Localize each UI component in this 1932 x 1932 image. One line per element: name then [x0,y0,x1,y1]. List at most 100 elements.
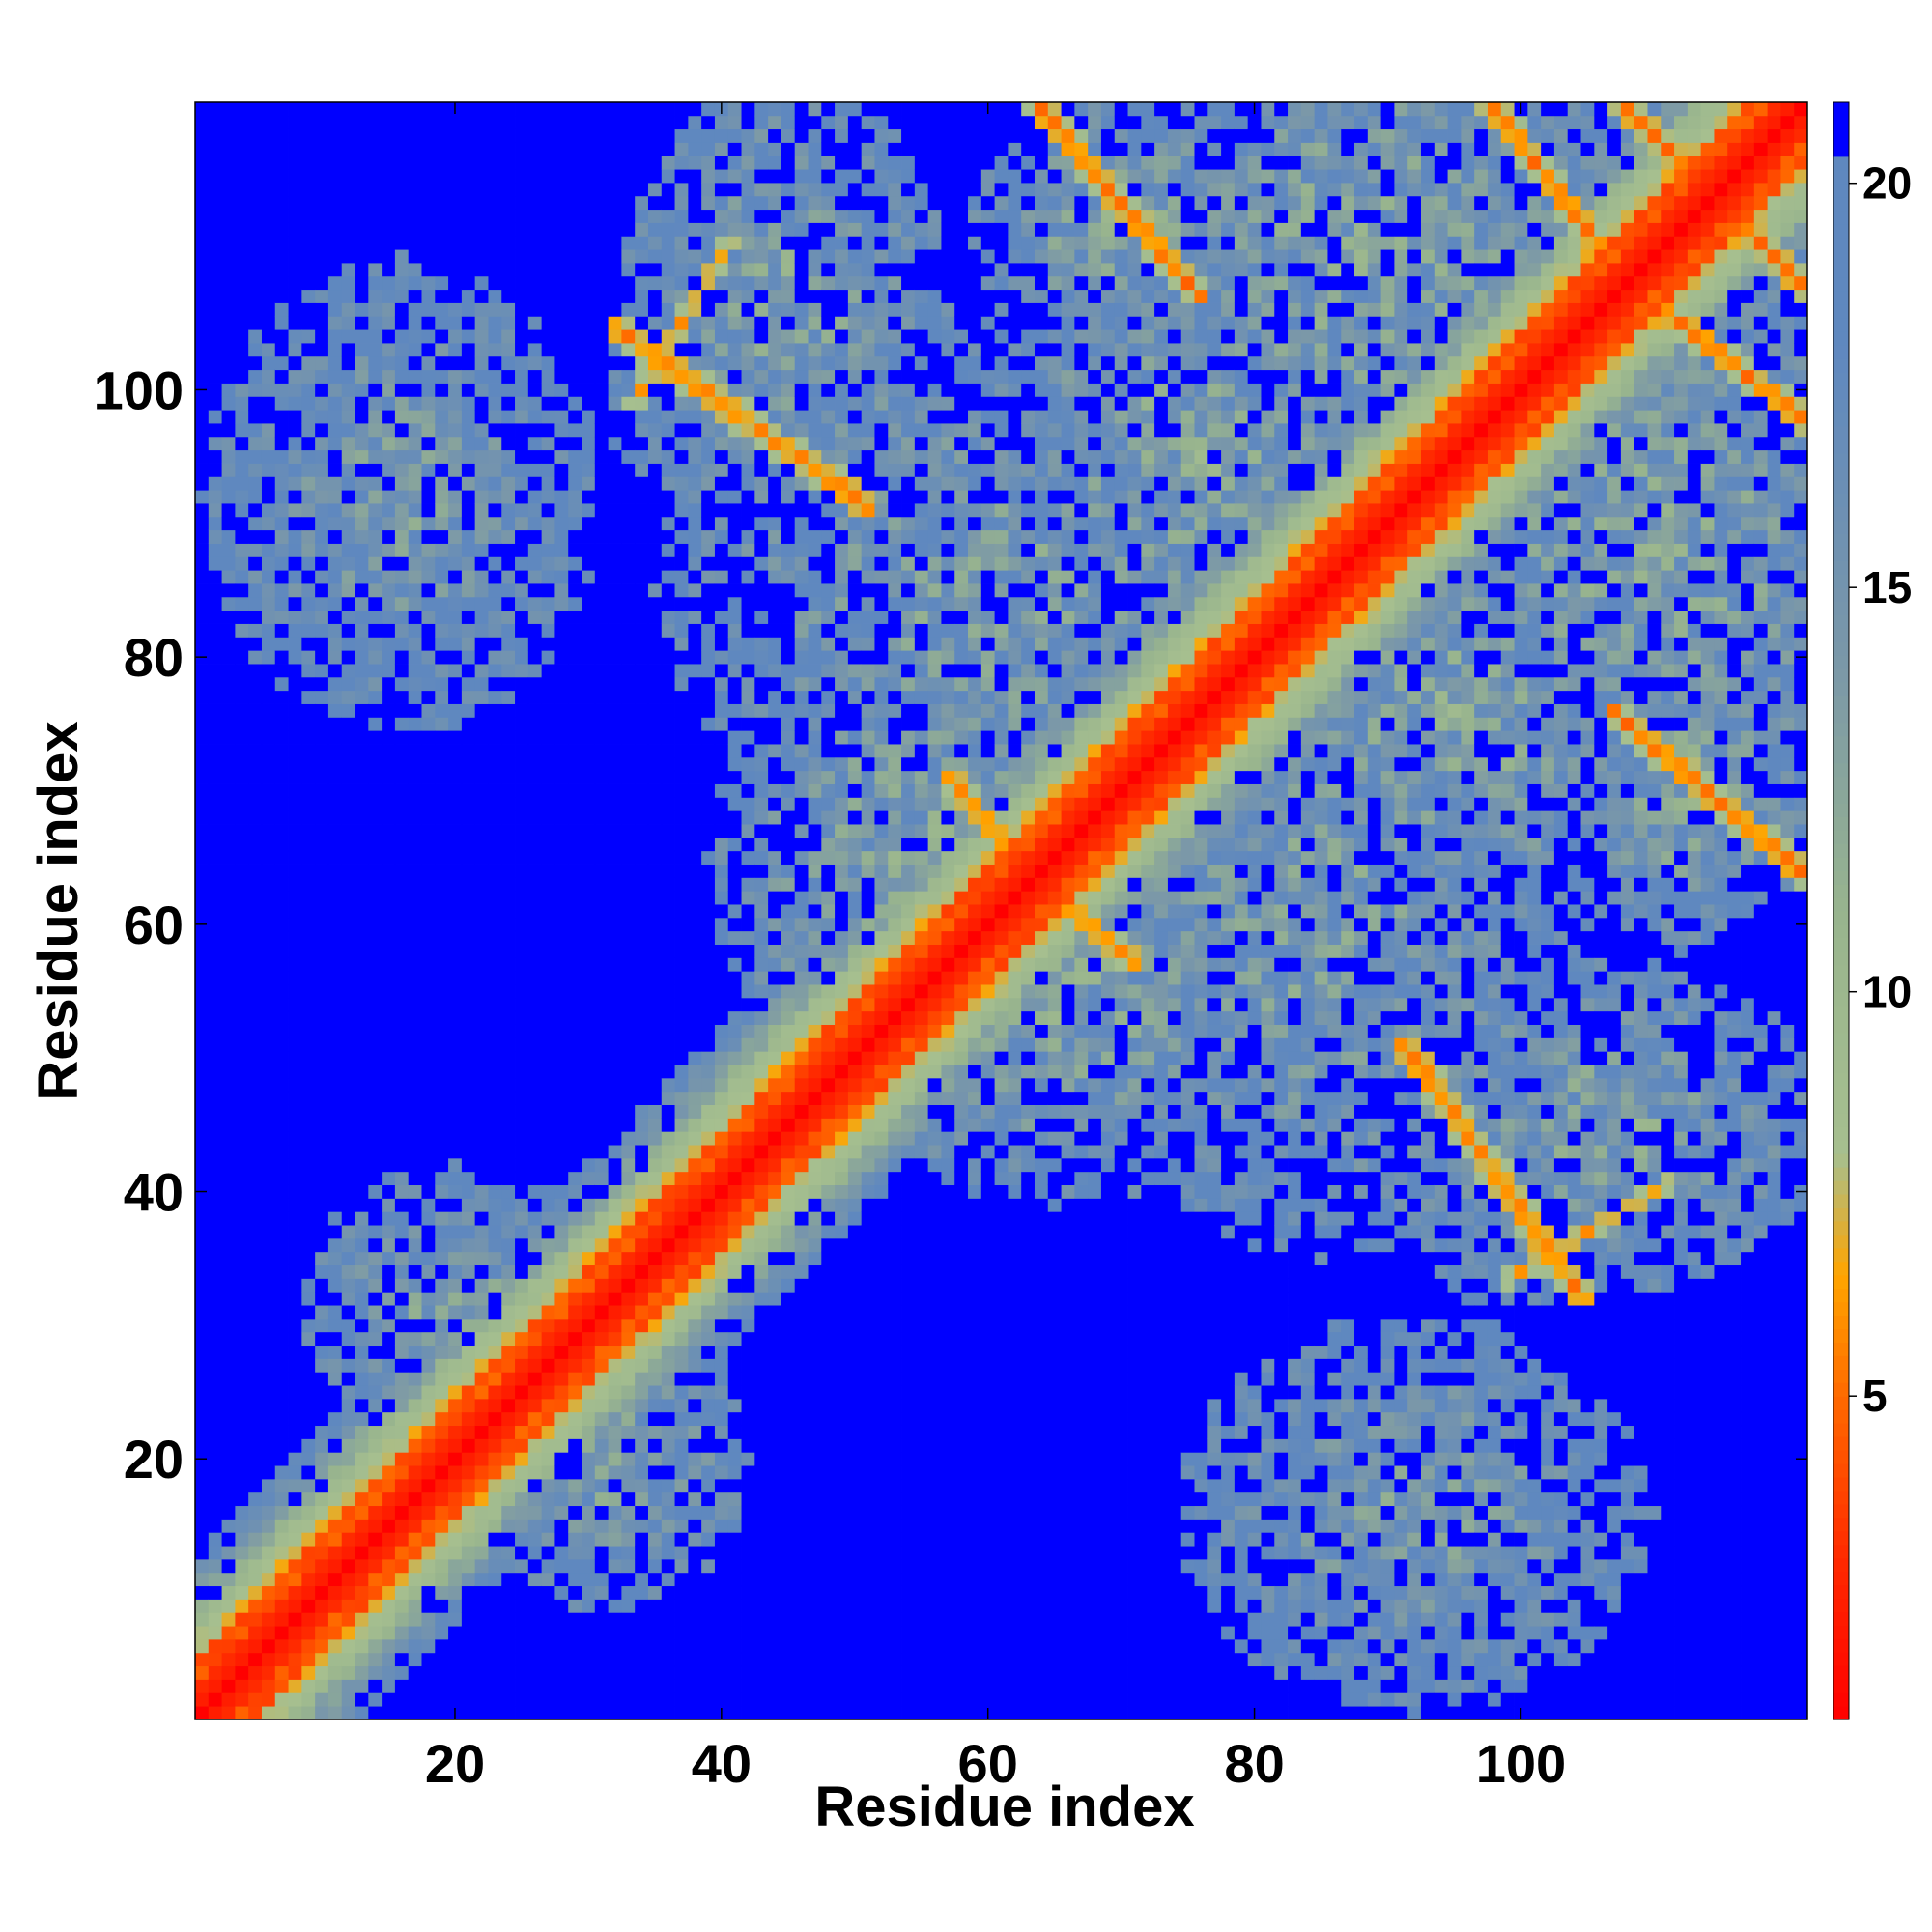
heatmap-cell [582,102,596,117]
heatmap-cell [368,476,383,491]
heatmap-cell [461,717,476,731]
heatmap-cell [501,1024,516,1038]
heatmap-cell [488,1037,502,1052]
heatmap-cell [727,623,742,638]
heatmap-cell [327,904,343,919]
heatmap-cell [608,783,622,798]
heatmap-cell [288,664,302,678]
heatmap-cell [674,583,689,598]
heatmap-cell [554,1572,569,1587]
heatmap-cell [727,717,742,731]
heatmap-cell [235,355,249,371]
heatmap-cell [582,1198,596,1212]
heatmap-cell [195,195,210,211]
heatmap-cell [221,1478,236,1493]
heatmap-cell [355,169,369,184]
heatmap-cell [274,1425,289,1439]
heatmap-cell [741,1411,755,1427]
heatmap-cell [647,623,663,638]
heatmap-cell [408,971,422,985]
heatmap-cell [488,850,502,865]
heatmap-cell [527,703,543,718]
heatmap-cell [327,343,343,357]
heatmap-cell [594,222,609,237]
heatmap-cell [248,1278,263,1293]
heatmap-cell [515,1305,529,1320]
heatmap-cell [208,917,222,932]
heatmap-cell [741,1492,755,1507]
heatmap-cell [527,543,543,557]
heatmap-cell [474,503,489,518]
heatmap-cell [394,1198,410,1212]
heatmap-cell [301,1492,316,1507]
heatmap-cell [714,316,729,330]
heatmap-cell [274,930,289,945]
heatmap-cell [341,1652,355,1667]
heatmap-cell [461,209,476,223]
heatmap-cell [327,369,343,384]
heatmap-cell [661,1051,675,1065]
heatmap-cell [421,1478,436,1493]
heatmap-cell [741,1505,755,1520]
heatmap-cell [674,436,689,451]
heatmap-cell [355,1692,369,1707]
heatmap-cell [394,396,410,411]
heatmap-cell [248,984,263,999]
heatmap-cell [647,1051,663,1065]
heatmap-cell [461,1024,476,1038]
heatmap-cell [661,1652,675,1667]
heatmap-cell [661,115,675,130]
heatmap-cell [408,717,422,731]
heatmap-cell [727,891,742,905]
heatmap-cell [674,343,689,357]
heatmap-cell [674,1184,689,1199]
heatmap-cell [382,1010,396,1025]
heatmap-cell [461,1679,476,1693]
heatmap-cell [541,1051,555,1065]
heatmap-cell [635,610,649,624]
heatmap-cell [714,1425,729,1439]
heatmap-cell [261,1157,276,1173]
heatmap-cell [408,930,422,945]
heatmap-cell [341,850,355,865]
heatmap-cell [688,1505,702,1520]
heatmap-cell [355,209,369,223]
heatmap-cell [261,1358,276,1373]
heatmap-cell [568,596,582,611]
heatmap-cell [248,1438,263,1453]
heatmap-cell [674,1638,689,1654]
heatmap-cell [274,209,289,223]
heatmap-cell [355,369,369,384]
heatmap-cell [235,1679,249,1693]
heatmap-cell [382,583,396,598]
heatmap-cell [341,797,355,811]
heatmap-cell [488,1398,502,1413]
heatmap-cell [261,1278,276,1293]
heatmap-cell [208,383,222,397]
heatmap-cell [594,1292,609,1306]
heatmap-cell [688,917,702,932]
heatmap-cell [621,957,636,972]
heatmap-cell [315,1237,329,1253]
heatmap-cell [488,329,502,344]
heatmap-cell [274,316,289,330]
heatmap-cell [341,1612,355,1627]
heatmap-cell [608,1077,622,1093]
heatmap-cell [341,436,355,451]
heatmap-cell [635,1211,649,1226]
heatmap-cell [527,1264,543,1279]
heatmap-cell [714,930,729,945]
heatmap-cell [421,1278,436,1293]
heatmap-cell [501,690,516,704]
heatmap-cell [727,730,742,745]
heatmap-cell [541,1292,555,1306]
heatmap-cell [608,1411,622,1427]
heatmap-cell [608,1385,622,1400]
heatmap-cell [568,1077,582,1093]
heatmap-cell [621,1131,636,1146]
heatmap-cell [701,730,716,745]
heatmap-cell [355,570,369,584]
heatmap-cell [274,355,289,371]
heatmap-cell [727,396,742,411]
heatmap-cell [315,1665,329,1680]
